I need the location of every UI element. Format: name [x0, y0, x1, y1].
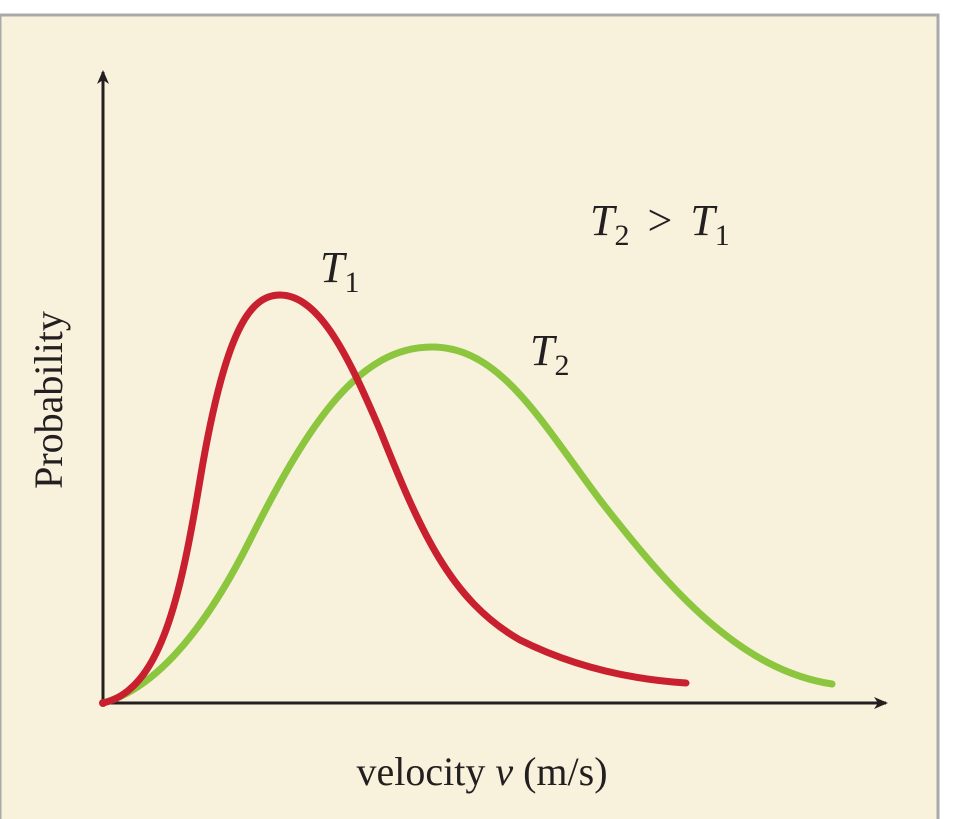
annotation: T2 > T1	[590, 196, 730, 252]
x-label-text: velocity	[356, 749, 495, 794]
curve-t1	[99, 291, 690, 707]
curve-label-t1: T1	[320, 243, 359, 299]
label-letter: T	[320, 243, 348, 292]
curve-t2	[99, 343, 836, 707]
ann-letter: T	[690, 196, 718, 245]
y-axis-label: Probability	[26, 311, 71, 489]
x-axis-label: velocity v (m/s)	[356, 749, 607, 794]
label-subscript: 2	[554, 349, 569, 382]
panel	[0, 13, 940, 819]
label-subscript: 1	[344, 266, 359, 299]
ann-operator: >	[647, 196, 672, 245]
x-label-unit: (m/s)	[513, 749, 607, 794]
ann-subscript: 1	[715, 219, 730, 252]
curve-label-t2: T2	[530, 326, 569, 382]
x-label-variable: v	[495, 749, 513, 794]
ann-subscript: 2	[614, 219, 629, 252]
label-letter: T	[530, 326, 558, 375]
origin-dot	[99, 699, 107, 707]
ann-letter: T	[590, 196, 618, 245]
